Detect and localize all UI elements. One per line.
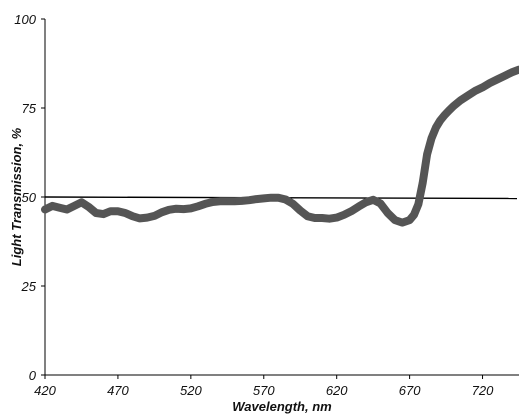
data-point [87,205,91,209]
data-point [167,208,171,211]
x-tick-label: 670 [399,383,421,398]
x-axis-title: Wavelength, nm [232,399,332,414]
data-point [102,212,105,216]
data-point [248,199,251,202]
data-point [421,181,424,184]
data-point [417,202,420,206]
data-point [393,218,397,222]
data-point [262,197,265,200]
data-point [364,201,368,204]
data-point [401,221,404,224]
data-point [131,215,134,218]
data-point [175,207,178,210]
y-tick-label: 0 [29,368,37,383]
data-point [328,217,331,220]
series-line [41,65,519,227]
data-point [320,216,324,220]
data-point [408,218,411,222]
data-point [350,210,353,213]
data-point [284,198,287,201]
data-point [357,205,360,208]
data-point [196,205,200,208]
y-tick-label: 25 [21,279,37,294]
data-point [211,200,214,204]
data-point [510,71,513,74]
data-point [65,208,69,211]
data-point [43,208,47,211]
data-point [153,214,156,218]
data-point [425,153,429,156]
data-point [412,213,416,216]
data-point [73,204,76,208]
tick-labels: 0 25 50 75 100 420 470 520 570 620 670 720 [14,12,494,398]
series-layer [41,65,519,227]
x-tick-label: 620 [326,383,348,398]
data-point [443,113,446,117]
y-tick-label: 75 [22,101,37,116]
data-point [218,200,222,203]
x-tick-label: 470 [107,383,129,398]
data-point [226,200,229,203]
data-point [447,109,451,112]
data-point [466,94,470,97]
data-point [299,209,302,212]
data-point [488,81,491,85]
data-point [430,137,433,140]
data-point [372,198,375,201]
data-point [51,204,54,208]
data-point [434,126,438,129]
data-point [495,78,499,81]
x-tick-label: 520 [180,383,202,398]
data-point [313,216,316,220]
data-point [80,201,83,204]
data-point [335,216,338,219]
data-point [204,202,207,205]
data-point [240,199,244,203]
data-point [109,210,112,213]
data-point [291,202,295,205]
data-point [342,213,346,216]
data-point [58,206,61,209]
data-point [116,210,120,213]
data-point [474,89,477,93]
data-point [277,196,280,199]
x-tick-label: 420 [34,383,56,398]
data-point [379,202,382,205]
y-axis-title: Light Transmission, % [9,127,24,266]
data-point [269,196,273,199]
y-tick-label: 100 [14,12,36,27]
x-tick-label: 720 [472,383,494,398]
data-point [306,215,309,218]
data-point [233,200,236,203]
data-point [182,207,185,211]
data-point [503,74,506,78]
data-point [138,217,141,220]
data-point [124,211,127,215]
data-point [452,105,455,108]
y-tick-label: 50 [22,190,37,205]
data-point [386,211,389,215]
x-tick-label: 570 [253,383,275,398]
data-point [160,211,163,214]
data-point [145,216,149,219]
data-point [459,99,462,102]
data-point [189,207,192,210]
data-point [481,86,484,89]
data-point [94,211,98,215]
data-point [439,119,442,122]
data-point [255,197,258,201]
